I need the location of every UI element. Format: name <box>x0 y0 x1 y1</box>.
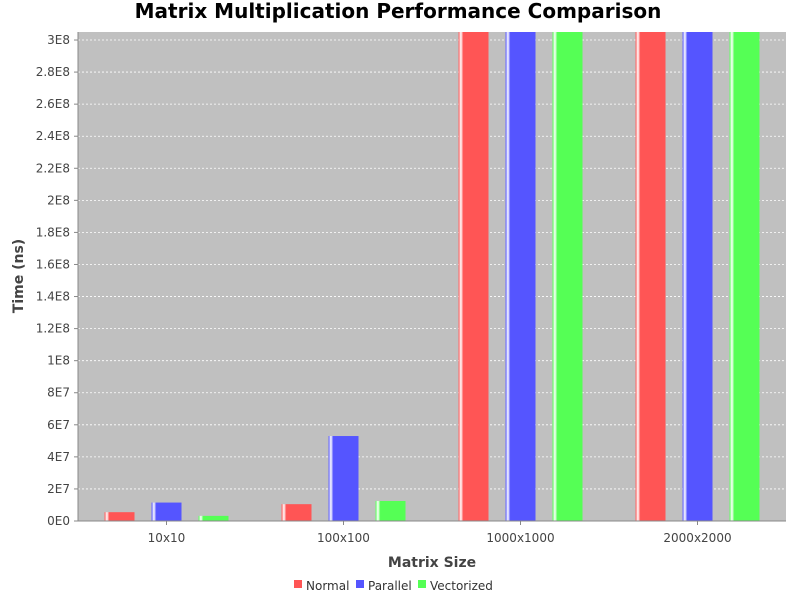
y-tick-label: 2.6E8 <box>36 97 70 111</box>
x-axis-label: Matrix Size <box>388 555 476 571</box>
y-tick-label: 1.8E8 <box>36 225 70 239</box>
bar-parallel-1000x1000 <box>505 32 536 521</box>
y-tick-label: 1.4E8 <box>36 290 70 304</box>
y-tick-label: 2.8E8 <box>36 65 70 79</box>
legend-label-normal: Normal <box>306 579 349 593</box>
x-tick-label: 10x10 <box>148 531 186 545</box>
bar-vectorized-2000x2000 <box>729 32 760 521</box>
legend-swatch-normal <box>294 580 302 588</box>
y-tick-label: 2E8 <box>47 193 70 207</box>
bar-vectorized-100x100 <box>375 500 406 521</box>
legend-label-parallel: Parallel <box>368 579 412 593</box>
y-tick-label: 1.6E8 <box>36 257 70 271</box>
bar-normal-2000x2000 <box>635 32 666 521</box>
legend-swatch-vectorized <box>418 580 426 588</box>
x-tick-label: 2000x2000 <box>663 531 731 545</box>
bar-normal-100x100 <box>281 504 312 521</box>
y-tick-label: 6E7 <box>47 418 70 432</box>
legend-label-vectorized: Vectorized <box>430 579 493 593</box>
bar-vectorized-1000x1000 <box>552 32 583 521</box>
chart-title: Matrix Multiplication Performance Compar… <box>135 0 662 23</box>
bar-parallel-100x100 <box>328 436 359 521</box>
bar-parallel-10x10 <box>151 502 182 521</box>
bar-normal-10x10 <box>104 512 135 521</box>
plot-area <box>78 32 786 521</box>
legend-swatch-parallel <box>356 580 364 588</box>
x-tick-label: 1000x1000 <box>486 531 554 545</box>
y-tick-label: 1E8 <box>47 354 70 368</box>
y-tick-label: 8E7 <box>47 386 70 400</box>
bar-vectorized-10x10 <box>198 515 229 521</box>
y-tick-label: 2.2E8 <box>36 161 70 175</box>
y-tick-label: 1.2E8 <box>36 322 70 336</box>
bar-normal-1000x1000 <box>458 32 489 521</box>
y-axis-label: Time (ns) <box>11 239 27 313</box>
x-tick-label: 100x100 <box>317 531 370 545</box>
y-tick-label: 4E7 <box>47 450 70 464</box>
y-tick-label: 2E7 <box>47 482 70 496</box>
y-tick-label: 3E8 <box>47 33 70 47</box>
bar-parallel-2000x2000 <box>682 32 713 521</box>
y-tick-label: 2.4E8 <box>36 129 70 143</box>
y-tick-label: 0E0 <box>47 514 70 528</box>
legend: Normal Parallel Vectorized <box>294 579 493 593</box>
